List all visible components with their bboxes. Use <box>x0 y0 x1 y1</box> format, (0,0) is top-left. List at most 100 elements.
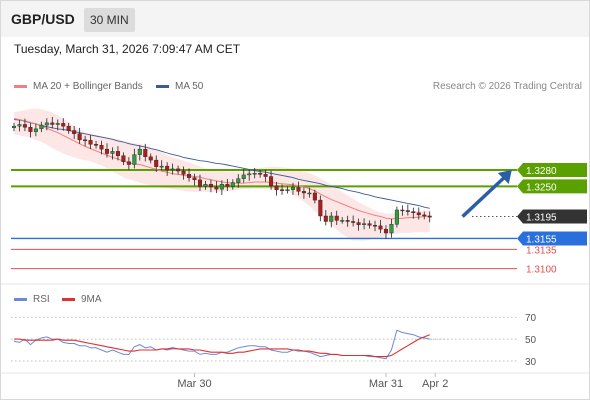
candle-bullish <box>17 124 22 127</box>
research-credit: Research © 2026 Trading Central <box>432 81 582 92</box>
xaxis-label: Apr 2 <box>422 378 448 390</box>
candle-bearish <box>208 184 213 188</box>
candle-bearish <box>77 133 82 141</box>
candle-bullish <box>132 154 137 165</box>
level-label-1-3100: 1.3100 <box>526 265 557 276</box>
candle-bullish <box>170 168 175 171</box>
legend-swatch-rsi-ma <box>62 297 75 301</box>
candle-bearish <box>422 214 427 217</box>
candle-bullish <box>252 173 257 175</box>
candle-bearish <box>154 159 159 167</box>
legend-label-ma50: MA 50 <box>175 81 204 92</box>
level-label-1-3250: 1.3250 <box>526 182 557 193</box>
candle-bearish <box>61 123 66 127</box>
candle-bearish <box>427 215 432 218</box>
rsi-line <box>13 329 430 360</box>
candle-bullish <box>219 184 224 190</box>
candle-bullish <box>110 151 115 154</box>
candle-bearish <box>405 210 410 212</box>
level-tag-current <box>517 209 587 224</box>
candle-bearish <box>115 151 120 156</box>
candles-group <box>11 116 432 239</box>
candle-bearish <box>225 184 230 187</box>
candle-bearish <box>104 148 109 154</box>
level-tag-resistance <box>517 179 587 194</box>
candle-bullish <box>247 173 252 176</box>
header-bar: GBP/USD 30 MIN <box>1 1 589 37</box>
rsi-level-label: 70 <box>525 313 537 324</box>
rsi-level-label: 50 <box>525 335 537 346</box>
legend-rsi-ma: 9MA <box>62 294 102 305</box>
candle-bearish <box>88 140 93 145</box>
level-label-1-3135: 1.3135 <box>526 245 557 256</box>
candle-bearish <box>99 145 104 150</box>
candle-bearish <box>197 179 202 187</box>
candle-bearish <box>274 185 279 190</box>
timestamp: Tuesday, March 31, 2026 7:09:47 AM CET <box>14 42 241 56</box>
candle-bearish <box>94 144 99 146</box>
candle-bearish <box>312 192 317 201</box>
timeframe-badge[interactable]: 30 MIN <box>84 8 135 32</box>
level-tag-pivot <box>517 231 587 246</box>
candle-bullish <box>230 182 235 187</box>
legend-swatch-rsi <box>14 297 27 301</box>
candle-bearish <box>258 173 263 175</box>
candle-bearish <box>181 170 186 175</box>
candle-bullish <box>329 215 334 222</box>
candle-bearish <box>356 222 361 225</box>
candle-bearish <box>351 221 356 223</box>
legend-rsi: RSI <box>14 294 50 305</box>
candle-bearish <box>280 189 285 191</box>
level-tag-resistance <box>517 162 587 177</box>
forecast-arrow-shaft <box>461 176 505 218</box>
ma50-line <box>13 119 430 209</box>
candle-bullish <box>236 178 241 183</box>
candle-bearish <box>411 211 416 213</box>
legend-label-rsi: RSI <box>33 294 50 305</box>
candle-bullish <box>55 123 60 125</box>
candle-bullish <box>362 223 367 225</box>
candle-bullish <box>307 192 312 195</box>
candle-bearish <box>378 225 383 230</box>
candle-bullish <box>394 209 399 225</box>
xaxis-label: Mar 31 <box>369 378 403 390</box>
legend-label-rsi-ma: 9MA <box>81 294 102 305</box>
candle-bearish <box>345 220 350 222</box>
candle-bullish <box>39 124 44 130</box>
candle-bearish <box>121 155 126 162</box>
instrument-title: GBP/USD <box>11 11 75 27</box>
candle-bearish <box>28 127 33 132</box>
legend-swatch-ma50 <box>156 84 169 88</box>
candle-bullish <box>241 174 246 179</box>
candle-bearish <box>72 130 77 135</box>
xaxis-label: Mar 30 <box>177 378 211 390</box>
candle-bullish <box>285 189 290 191</box>
candle-bearish <box>334 215 339 221</box>
candle-bullish <box>33 128 38 132</box>
legend-label-ma20: MA 20 + Bollinger Bands <box>33 81 143 92</box>
candle-bearish <box>263 174 268 177</box>
legend-ma20: MA 20 + Bollinger Bands <box>14 81 143 92</box>
candle-bearish <box>143 148 148 158</box>
candle-bearish <box>323 215 328 222</box>
candle-bearish <box>187 174 192 178</box>
candle-bearish <box>269 176 274 187</box>
bollinger-band <box>14 108 430 241</box>
candle-bearish <box>22 124 27 128</box>
candle-bearish <box>192 177 197 181</box>
rsi-level-label: 30 <box>525 357 537 368</box>
candle-bearish <box>83 139 88 142</box>
candle-bearish <box>373 225 378 227</box>
level-label-1-3280: 1.3280 <box>526 166 557 177</box>
candle-bearish <box>383 228 388 234</box>
candle-bullish <box>137 148 142 155</box>
candle-bearish <box>400 209 405 212</box>
legend-ma50: MA 50 <box>156 81 203 92</box>
rsi-ma-line <box>14 334 430 358</box>
candle-bullish <box>340 220 345 222</box>
forecast-arrow-head <box>497 169 512 184</box>
candle-bearish <box>214 186 219 190</box>
candle-bearish <box>367 223 372 226</box>
